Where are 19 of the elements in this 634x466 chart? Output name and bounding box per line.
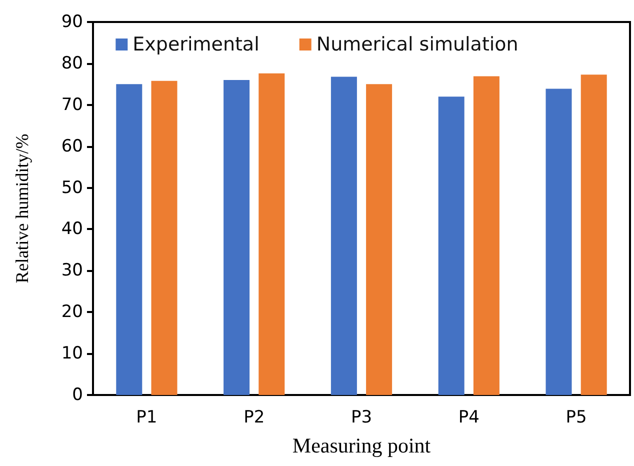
y-tick-label: 0 [72, 385, 83, 405]
y-tick-label: 30 [61, 260, 83, 281]
x-tick-label: P1 [136, 408, 158, 428]
legend-label: Experimental [132, 34, 260, 56]
y-tick-label: 70 [61, 94, 83, 115]
x-tick-label: P3 [350, 408, 372, 428]
y-tick-label: 90 [61, 12, 83, 32]
x-tick-label: P5 [566, 408, 587, 428]
x-tick-label: P2 [244, 408, 265, 428]
x-axis-title: Measuring point [292, 434, 431, 458]
y-tick-label: 40 [61, 219, 83, 240]
y-tick-label: 60 [61, 136, 83, 156]
x-tick-label: P4 [458, 408, 480, 428]
y-tick-label: 20 [61, 302, 83, 322]
legend-label: Numerical simulation [316, 34, 518, 56]
y-axis-title: Relative humidity/% [12, 134, 32, 284]
y-tick-label: 10 [61, 344, 83, 364]
y-tick-label: 80 [61, 53, 83, 74]
y-tick-label: 50 [61, 178, 83, 198]
